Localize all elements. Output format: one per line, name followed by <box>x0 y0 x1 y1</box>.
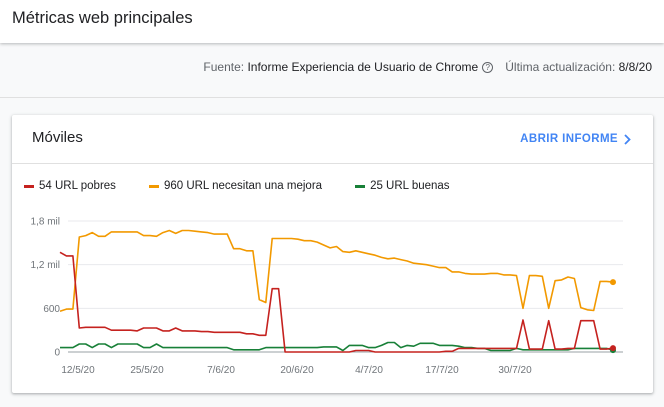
series-line <box>59 251 614 353</box>
chevron-right-icon <box>624 133 631 145</box>
legend-item-poor[interactable]: 54 URL pobres <box>24 180 116 192</box>
report-meta: Fuente: Informe Experiencia de Usuario d… <box>203 60 652 74</box>
legend-swatch-poor <box>24 184 34 188</box>
series-end-marker <box>610 279 616 286</box>
x-tick-label: 30/7/20 <box>498 365 532 376</box>
legend-item-needs-improvement[interactable]: 960 URL necesitan una mejora <box>148 180 323 192</box>
y-tick-label: 1,8 mil <box>31 217 60 228</box>
legend-swatch-good <box>355 184 366 188</box>
updated-label: Última actualización: <box>505 60 616 74</box>
card-title: Móviles <box>32 129 83 146</box>
x-tick-label: 17/7/20 <box>425 365 459 376</box>
mobile-card: Móviles ABRIR INFORME 54 URL pobres 960 … <box>12 115 653 393</box>
source-label: Fuente: <box>203 60 245 74</box>
y-tick-label: 600 <box>43 304 60 315</box>
legend-label-good: 25 URL buenas <box>370 180 450 192</box>
open-report-label: ABRIR INFORME <box>520 133 618 145</box>
series-line <box>60 341 614 352</box>
series-end-marker <box>610 345 616 352</box>
y-tick-label: 1,2 mil <box>31 260 60 271</box>
line-chart[interactable]: 0 600 1,2 mil 1,8 mil 12/5/20 25/5/20 7/6/20 20… <box>12 115 653 393</box>
open-report-button[interactable]: ABRIR INFORME <box>520 133 631 145</box>
x-tick-label: 20/6/20 <box>280 365 314 376</box>
x-tick-label: 25/5/20 <box>130 365 164 376</box>
legend-label-needs-improvement: 960 URL necesitan una mejora <box>163 180 323 192</box>
source-value: Informe Experiencia de Usuario de Chrome <box>247 60 479 74</box>
chart-legend: 54 URL pobres 960 URL necesitan una mejo… <box>24 180 483 192</box>
series-line <box>59 229 614 312</box>
page-title: Métricas web principales <box>12 9 193 27</box>
legend-label-poor: 54 URL pobres <box>39 180 116 192</box>
updated-value: 8/8/20 <box>618 60 652 74</box>
card-divider <box>12 163 653 164</box>
x-tick-label: 4/7/20 <box>355 365 383 376</box>
y-tick-label: 0 <box>54 348 60 359</box>
legend-item-good[interactable]: 25 URL buenas <box>355 180 450 192</box>
legend-swatch-needs-improvement <box>148 184 159 188</box>
top-bar: Métricas web principales <box>0 0 664 43</box>
page-divider <box>0 97 664 98</box>
x-tick-label: 7/6/20 <box>207 365 235 376</box>
help-icon[interactable]: ? <box>482 61 494 73</box>
x-tick-label: 12/5/20 <box>61 365 95 376</box>
